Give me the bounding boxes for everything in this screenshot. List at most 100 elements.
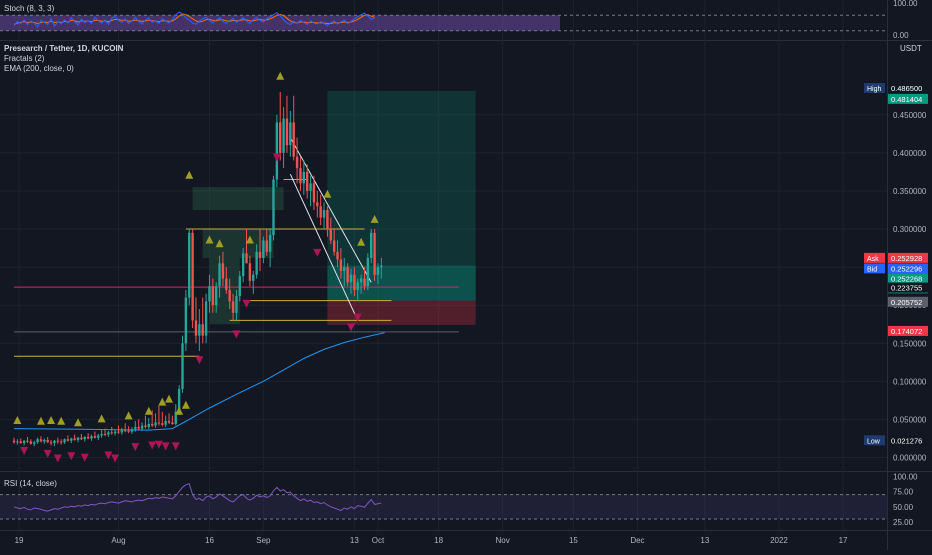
low-label-tag	[888, 435, 928, 446]
level2-label-tag	[888, 296, 928, 307]
candle-body	[356, 282, 359, 290]
x-tick-label: Dec	[630, 536, 644, 545]
candle-body	[191, 232, 194, 321]
rsi-line	[13, 482, 382, 512]
fractal-up-marker	[13, 415, 22, 424]
candle-body	[177, 388, 181, 412]
candle-body	[53, 440, 56, 444]
fractal-up-marker	[245, 235, 254, 244]
fractal-down-marker	[154, 440, 163, 449]
candle-body	[353, 274, 356, 290]
high-label-tag-text: 0.486500	[891, 84, 922, 93]
x-tick-label: 13	[700, 536, 709, 545]
candle-body	[265, 240, 268, 252]
candle-body	[289, 122, 292, 146]
rsi-label: RSI (14, close)	[4, 479, 57, 488]
candle-body	[117, 431, 120, 433]
currency-label: USDT	[900, 44, 922, 53]
symbol-title: Presearch / Tether, 1D, KUCOIN	[4, 44, 124, 53]
candle-body	[211, 286, 215, 306]
stoch-band	[0, 15, 560, 31]
fractal-down-marker	[131, 443, 140, 452]
fractal-down-marker	[20, 446, 29, 455]
fractal-down-marker	[43, 449, 52, 458]
position-filled-zone	[327, 265, 476, 301]
stoch-label: Stoch (8, 3, 3)	[4, 4, 55, 13]
candle-body	[376, 267, 380, 275]
fractal-down-marker	[313, 248, 322, 257]
candle-body	[332, 240, 336, 252]
high-label-tag	[888, 83, 928, 94]
ema-line	[13, 332, 385, 431]
candle-body	[137, 427, 140, 429]
candle-body	[336, 251, 339, 260]
fractal-up-marker	[370, 214, 379, 223]
stop-label-tag	[888, 325, 928, 336]
fractal-up-marker	[323, 189, 332, 198]
channel-lower-line	[289, 173, 359, 321]
fractal-up-marker	[97, 414, 106, 423]
candle-body	[113, 431, 117, 434]
candle-body	[228, 289, 231, 302]
candle-body	[76, 437, 80, 440]
level2-label-tag-text: 0.205752	[891, 298, 922, 307]
candle-body	[329, 229, 332, 241]
candle-body	[316, 202, 319, 207]
rsi-tick-label: 100.00	[893, 472, 918, 481]
rsi-legend: RSI (14, close)	[4, 479, 57, 489]
candle-body	[43, 439, 46, 442]
x-tick-label: 16	[205, 536, 214, 545]
fractal-down-marker	[232, 330, 241, 339]
fractal-down-marker	[148, 441, 157, 450]
candle-body	[366, 257, 370, 287]
candle-body	[144, 425, 147, 428]
x-tick-label: Oct	[372, 536, 385, 545]
fractals-label: Fractals (2)	[4, 54, 45, 63]
candle-body	[326, 209, 329, 230]
candle-body	[127, 430, 130, 432]
ask-label-tag	[888, 252, 928, 263]
fractal-up-marker	[144, 406, 153, 415]
candle-body	[359, 278, 363, 283]
candle-body	[238, 276, 241, 297]
candle-body	[33, 442, 36, 444]
candle-body	[245, 253, 248, 264]
candle-body	[36, 439, 39, 443]
y-tick-label: 0.350000	[893, 187, 927, 196]
candle-body	[215, 286, 218, 306]
fractal-down-marker	[161, 442, 170, 451]
candle-body	[140, 425, 144, 429]
candle-body	[343, 267, 346, 271]
candle-body	[198, 324, 201, 336]
candle-body	[107, 432, 110, 435]
candle-body	[319, 206, 322, 218]
x-tick-label: 13	[350, 536, 359, 545]
fractal-down-marker	[111, 454, 120, 463]
fractal-down-marker	[242, 299, 251, 308]
candle-body	[218, 263, 221, 287]
fractal-down-marker	[195, 356, 204, 365]
fractal-up-marker	[185, 170, 194, 179]
rsi-tick-label: 75.00	[893, 488, 914, 497]
candle-body	[49, 442, 53, 444]
candle-body	[305, 171, 309, 191]
fractal-up-marker	[47, 415, 56, 424]
candle-body	[157, 422, 161, 424]
candle-body	[83, 436, 86, 440]
fractal-up-marker	[158, 397, 167, 406]
fractal-up-marker	[215, 239, 224, 248]
bid-label-tag	[888, 263, 928, 274]
high-label-badge	[864, 83, 885, 94]
candle-body	[370, 232, 373, 258]
bid-label-badge	[864, 263, 885, 274]
candle-body	[80, 437, 83, 440]
candle-body	[46, 439, 49, 443]
candle-body	[124, 430, 127, 432]
candle-body	[164, 420, 167, 425]
candle-body	[22, 440, 26, 444]
candle-body	[235, 296, 238, 313]
fractal-up-marker	[181, 400, 190, 409]
main-pane	[0, 41, 887, 471]
